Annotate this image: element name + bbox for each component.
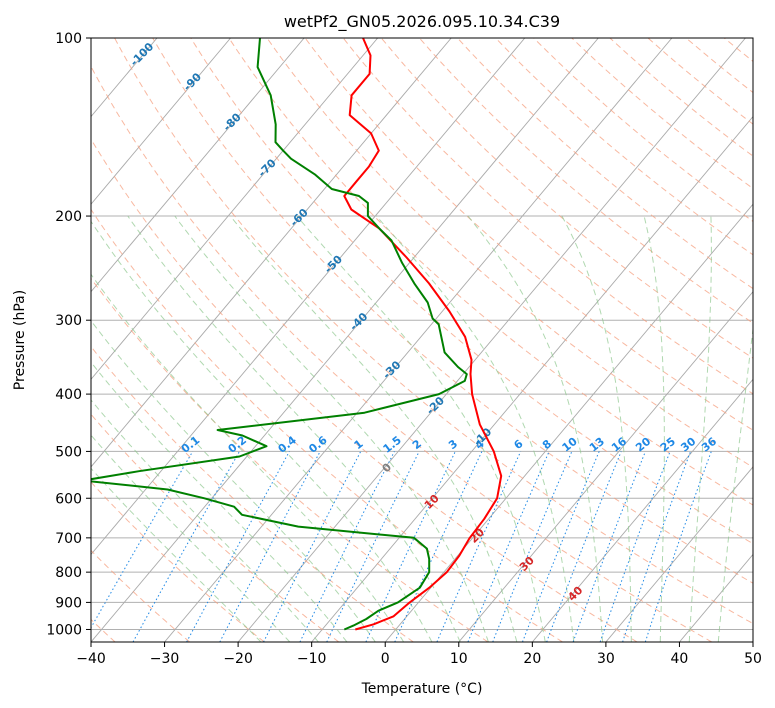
mixing-ratio-line xyxy=(436,451,522,642)
moist-adiabat-line xyxy=(717,325,753,642)
y-tick-label: 1000 xyxy=(46,622,82,638)
mixing-ratio-line xyxy=(546,451,622,642)
y-axis-title: Pressure (hPa) xyxy=(12,290,28,390)
y-tick-label: 800 xyxy=(55,565,82,581)
x-tick-label: 50 xyxy=(744,651,762,667)
mixing-ratio-line xyxy=(467,451,550,642)
dry-adiabat-line xyxy=(419,38,753,324)
chart-title: wetPf2_GN05.2026.095.10.34.C39 xyxy=(284,12,560,32)
isotherm-line xyxy=(91,38,452,468)
plot-frame xyxy=(90,37,754,643)
dry-adiabat-line xyxy=(152,38,753,584)
moist-adiabat-line xyxy=(688,215,712,642)
y-tick-label: 100 xyxy=(55,31,82,47)
x-tick-label: −40 xyxy=(76,651,106,667)
background-lines xyxy=(0,38,775,642)
mixing-ratio-line xyxy=(186,451,290,642)
dry-adiabat-line xyxy=(762,38,775,642)
dry-adiabat-line xyxy=(190,38,753,545)
isotherm-line xyxy=(458,291,753,642)
moist-adiabat-line xyxy=(561,215,632,642)
x-tick-label: 20 xyxy=(523,651,541,667)
temperature-line xyxy=(343,38,503,631)
mixing-ratio-line xyxy=(522,451,600,642)
x-tick-label: 30 xyxy=(597,651,615,667)
dry-adiabat-line xyxy=(91,65,713,642)
y-tick-label: 900 xyxy=(55,595,82,611)
dry-adiabat-line xyxy=(91,481,265,642)
moist-adiabat-line xyxy=(91,273,405,642)
mixing-ratio-line xyxy=(644,451,712,642)
isotherm-line xyxy=(91,38,379,381)
y-tick-label: 500 xyxy=(55,444,82,460)
x-axis-title: Temperature (°C) xyxy=(361,681,483,697)
y-tick-label: 600 xyxy=(55,491,82,507)
dry-adiabat-line xyxy=(91,549,191,642)
y-tick-label: 200 xyxy=(55,209,82,225)
isotherm-line xyxy=(384,203,753,642)
mixing-ratio-line xyxy=(622,451,692,642)
moist-adiabat-line xyxy=(127,215,461,642)
dry-adiabat-line xyxy=(304,38,753,431)
moist-adiabat-line xyxy=(91,467,262,642)
isotherm-line xyxy=(91,38,231,205)
isotherm-line xyxy=(91,38,526,556)
dry-adiabat-line xyxy=(91,277,489,642)
mixing-ratio-line xyxy=(492,451,573,642)
x-tick-label: 10 xyxy=(450,651,468,667)
mixing-ratio-line xyxy=(299,451,395,642)
x-tick-label: 0 xyxy=(381,651,390,667)
x-tick-label: 40 xyxy=(671,651,689,667)
dry-adiabat-line xyxy=(457,38,753,290)
isotherm-line xyxy=(91,38,599,642)
x-tick-label: −30 xyxy=(150,651,180,667)
plot-background xyxy=(91,38,753,642)
x-tick-label: −20 xyxy=(223,651,253,667)
x-tick-label: −10 xyxy=(297,651,327,667)
mixing-ratio-line xyxy=(263,451,362,642)
dry-adiabat-line xyxy=(228,38,753,506)
dewpoint-line xyxy=(91,38,468,631)
dry-adiabat-line xyxy=(114,38,753,625)
moist-adiabat-line xyxy=(643,215,665,642)
moist-adiabat-line xyxy=(376,215,575,642)
isotherm-line xyxy=(164,38,673,642)
mixing-ratio-line xyxy=(572,451,646,642)
y-tick-label: 300 xyxy=(55,313,82,329)
isotherm-line xyxy=(752,641,753,642)
profile-lines xyxy=(91,38,503,631)
isotherm-line xyxy=(531,378,753,642)
dry-adiabat-line xyxy=(266,38,753,468)
isotherm-line xyxy=(237,38,746,642)
y-tick-label: 400 xyxy=(55,387,82,403)
x-axis: −40 −30 −20 −10 0 10 20 30 40 50 xyxy=(76,642,762,667)
isotherm-line xyxy=(91,38,305,293)
moist-adiabat-line xyxy=(229,215,518,642)
mixing-ratio-line xyxy=(132,451,240,642)
dry-adiabat-line xyxy=(91,208,563,642)
moist-adiabat-line xyxy=(467,215,604,642)
y-axis: 100 200 300 400 500 600 700 800 900 1000 xyxy=(46,31,91,638)
dry-adiabat-line xyxy=(91,345,414,642)
moist-adiabat-line xyxy=(174,215,489,642)
y-tick-label: 700 xyxy=(55,531,82,547)
isotherm-line xyxy=(605,466,753,642)
mixing-ratio-line xyxy=(599,451,671,642)
isotherm-line xyxy=(0,38,10,642)
